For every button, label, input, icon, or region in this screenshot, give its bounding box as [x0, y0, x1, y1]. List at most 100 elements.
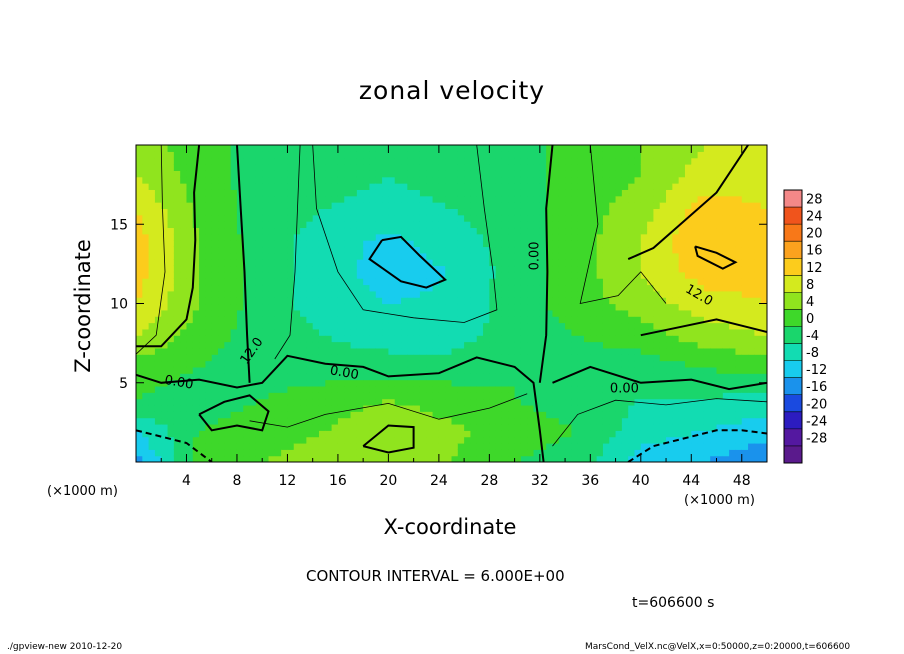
field-cell	[331, 189, 339, 197]
field-cell	[281, 195, 289, 203]
field-cell	[451, 404, 459, 412]
field-cell	[659, 442, 667, 450]
field-cell	[344, 259, 352, 267]
field-cell	[318, 259, 326, 267]
field-cell	[419, 227, 427, 235]
field-cell	[647, 360, 655, 368]
field-cell	[716, 278, 724, 286]
field-cell	[672, 259, 680, 267]
field-cell	[419, 183, 427, 190]
field-cell	[495, 240, 503, 248]
field-cell	[483, 246, 490, 254]
field-cell	[249, 195, 257, 203]
field-cell	[388, 366, 396, 374]
field-cell	[318, 341, 326, 349]
field-cell	[495, 417, 503, 425]
field-cell	[325, 233, 333, 241]
field-cell	[218, 335, 225, 343]
field-cell	[678, 417, 686, 425]
field-cell	[621, 271, 629, 279]
field-cell	[760, 398, 767, 406]
field-cell	[382, 176, 389, 184]
field-cell	[659, 221, 667, 229]
field-cell	[419, 252, 427, 260]
field-cell	[249, 297, 257, 305]
field-cell	[161, 347, 169, 355]
field-cell	[584, 202, 591, 209]
field-cell	[375, 360, 383, 368]
field-cell	[167, 354, 175, 362]
field-cell	[224, 278, 232, 286]
field-cell	[287, 404, 295, 412]
field-cell	[224, 164, 232, 171]
field-cell	[438, 176, 446, 184]
field-cell	[243, 373, 251, 381]
field-cell	[136, 157, 143, 165]
field-cell	[729, 195, 737, 203]
field-cell	[640, 303, 648, 311]
field-cell	[180, 240, 188, 248]
field-cell	[136, 183, 143, 190]
field-cell	[647, 240, 655, 248]
field-cell	[628, 151, 636, 159]
field-cell	[369, 335, 377, 343]
field-cell	[609, 221, 617, 229]
field-cell	[281, 417, 289, 425]
field-cell	[375, 373, 383, 381]
field-cell	[300, 303, 307, 311]
field-cell	[621, 347, 629, 355]
field-cell	[716, 385, 724, 393]
field-cell	[539, 183, 547, 190]
field-cell	[596, 417, 604, 425]
field-cell	[331, 354, 339, 362]
field-cell	[754, 195, 762, 203]
field-cell	[318, 392, 326, 400]
field-cell	[413, 176, 421, 184]
field-cell	[716, 373, 724, 381]
field-cell	[262, 271, 270, 279]
field-cell	[306, 297, 314, 305]
field-cell	[186, 164, 194, 171]
field-cell	[754, 335, 762, 343]
field-cell	[192, 449, 200, 457]
field-cell	[476, 328, 484, 336]
field-cell	[533, 227, 541, 235]
field-cell	[514, 423, 522, 431]
field-cell	[546, 246, 554, 254]
field-cell	[394, 164, 402, 171]
field-cell	[375, 157, 383, 165]
field-cell	[577, 379, 585, 387]
field-cell	[495, 354, 503, 362]
field-cell	[647, 271, 655, 279]
field-cell	[678, 442, 686, 450]
field-cell	[382, 202, 389, 209]
field-cell	[173, 176, 181, 184]
field-cell	[243, 379, 251, 387]
field-cell	[653, 176, 661, 184]
field-cell	[419, 208, 427, 216]
field-cell	[703, 373, 711, 381]
field-cell	[754, 392, 762, 400]
field-cell	[647, 170, 655, 178]
field-cell	[653, 303, 661, 311]
field-cell	[754, 398, 762, 406]
field-cell	[710, 354, 718, 362]
field-cell	[722, 170, 730, 178]
field-cell	[678, 151, 686, 159]
field-cell	[584, 145, 591, 152]
field-cell	[552, 373, 560, 381]
field-cell	[483, 164, 490, 171]
field-cell	[647, 309, 655, 317]
field-cell	[684, 417, 692, 425]
field-cell	[602, 240, 610, 248]
field-cell	[640, 455, 648, 462]
field-cell	[154, 278, 162, 286]
field-cell	[438, 214, 446, 222]
field-cell	[640, 176, 648, 184]
field-cell	[609, 227, 617, 235]
field-cell	[306, 309, 314, 317]
field-cell	[672, 449, 680, 457]
field-cell	[167, 227, 175, 235]
field-cell	[401, 442, 408, 450]
field-cell	[243, 284, 251, 292]
